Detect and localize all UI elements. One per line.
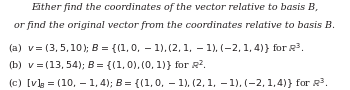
Text: (a)  $v = (3,5,10)$; $B = \{(1,0,-1),(2,1,-1),(-2,1,4)\}$ for $\mathbb{R}^3$.: (a) $v = (3,5,10)$; $B = \{(1,0,-1),(2,1… [8,41,304,56]
Text: or find the original vector from the coordinates relative to basis B.: or find the original vector from the coo… [14,21,336,30]
Text: (b)  $v = (13,54)$; $B = \{(1,0),(0,1)\}$ for $\mathbb{R}^2$.: (b) $v = (13,54)$; $B = \{(1,0),(0,1)\}$… [8,58,206,73]
Text: Either find the coordinates of the vector relative to basis B,: Either find the coordinates of the vecto… [32,3,318,12]
Text: (c)  $[v]_B = (10,-1,4)$; $B = \{(1,0,-1),(2,1,-1),(-2,1,4)\}$ for $\mathbb{R}^3: (c) $[v]_B = (10,-1,4)$; $B = \{(1,0,-1)… [8,76,328,90]
